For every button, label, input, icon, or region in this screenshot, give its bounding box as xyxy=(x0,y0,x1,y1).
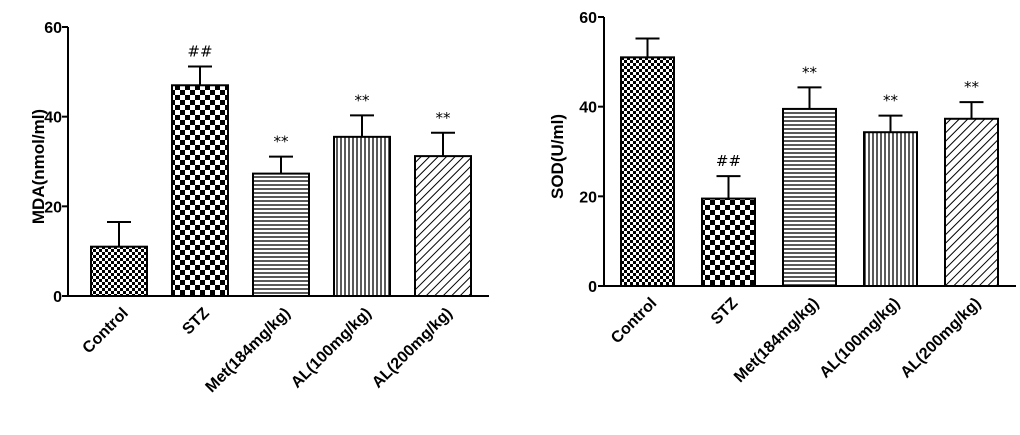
significance-label: ** xyxy=(355,91,371,109)
y-tick-label: 40 xyxy=(44,110,62,127)
category-label: Control xyxy=(608,295,660,347)
significance-label: ## xyxy=(187,42,212,60)
bar-stz xyxy=(171,84,229,297)
category-label: Met(184mg/kg) xyxy=(203,305,294,396)
bar-al-100mg-kg- xyxy=(863,131,918,287)
mda-chart: 0 20 40 60 MDA(nmol/ml) Control ## STZ ** Met(184… xyxy=(29,20,489,396)
sod-y-axis-label: SOD(U/ml) xyxy=(548,114,567,199)
y-tick-label: 20 xyxy=(579,189,597,206)
y-tick-label: 0 xyxy=(53,289,62,306)
bar-control xyxy=(90,245,148,297)
bar-control xyxy=(620,56,675,287)
significance-label: ** xyxy=(964,78,980,96)
category-label: Met(184mg/kg) xyxy=(731,295,822,386)
y-tick-label: 20 xyxy=(44,199,62,216)
y-tick-label: 0 xyxy=(588,279,597,296)
y-tick-label: 60 xyxy=(579,10,597,27)
category-label: Control xyxy=(80,305,132,357)
y-tick-label: 40 xyxy=(579,100,597,117)
bar-al-100mg-kg- xyxy=(333,135,391,297)
bar-al-200mg-kg- xyxy=(944,117,999,287)
category-label: AL(100mg/kg) xyxy=(816,295,903,382)
significance-label: ** xyxy=(802,63,818,81)
category-label: STZ xyxy=(179,305,213,339)
category-label: AL(100mg/kg) xyxy=(288,305,375,392)
category-label: AL(200mg/kg) xyxy=(369,305,456,392)
significance-label: ** xyxy=(436,109,452,127)
significance-label: ## xyxy=(716,152,741,170)
bar-met-184mg-kg- xyxy=(252,172,310,297)
significance-label: ** xyxy=(274,133,290,151)
significance-label: ** xyxy=(883,92,899,110)
sod-chart: 0 20 40 60 SOD(U/ml) Control ## STZ ** Met(184mg/… xyxy=(548,10,1016,386)
bar-al-200mg-kg- xyxy=(414,155,472,297)
category-label: STZ xyxy=(708,295,742,329)
bar-met-184mg-kg- xyxy=(782,107,837,287)
y-tick-label: 60 xyxy=(44,20,62,37)
category-label: AL(200mg/kg) xyxy=(897,295,984,382)
mda-y-axis-label: MDA(nmol/ml) xyxy=(29,109,48,224)
bar-stz xyxy=(701,197,756,287)
